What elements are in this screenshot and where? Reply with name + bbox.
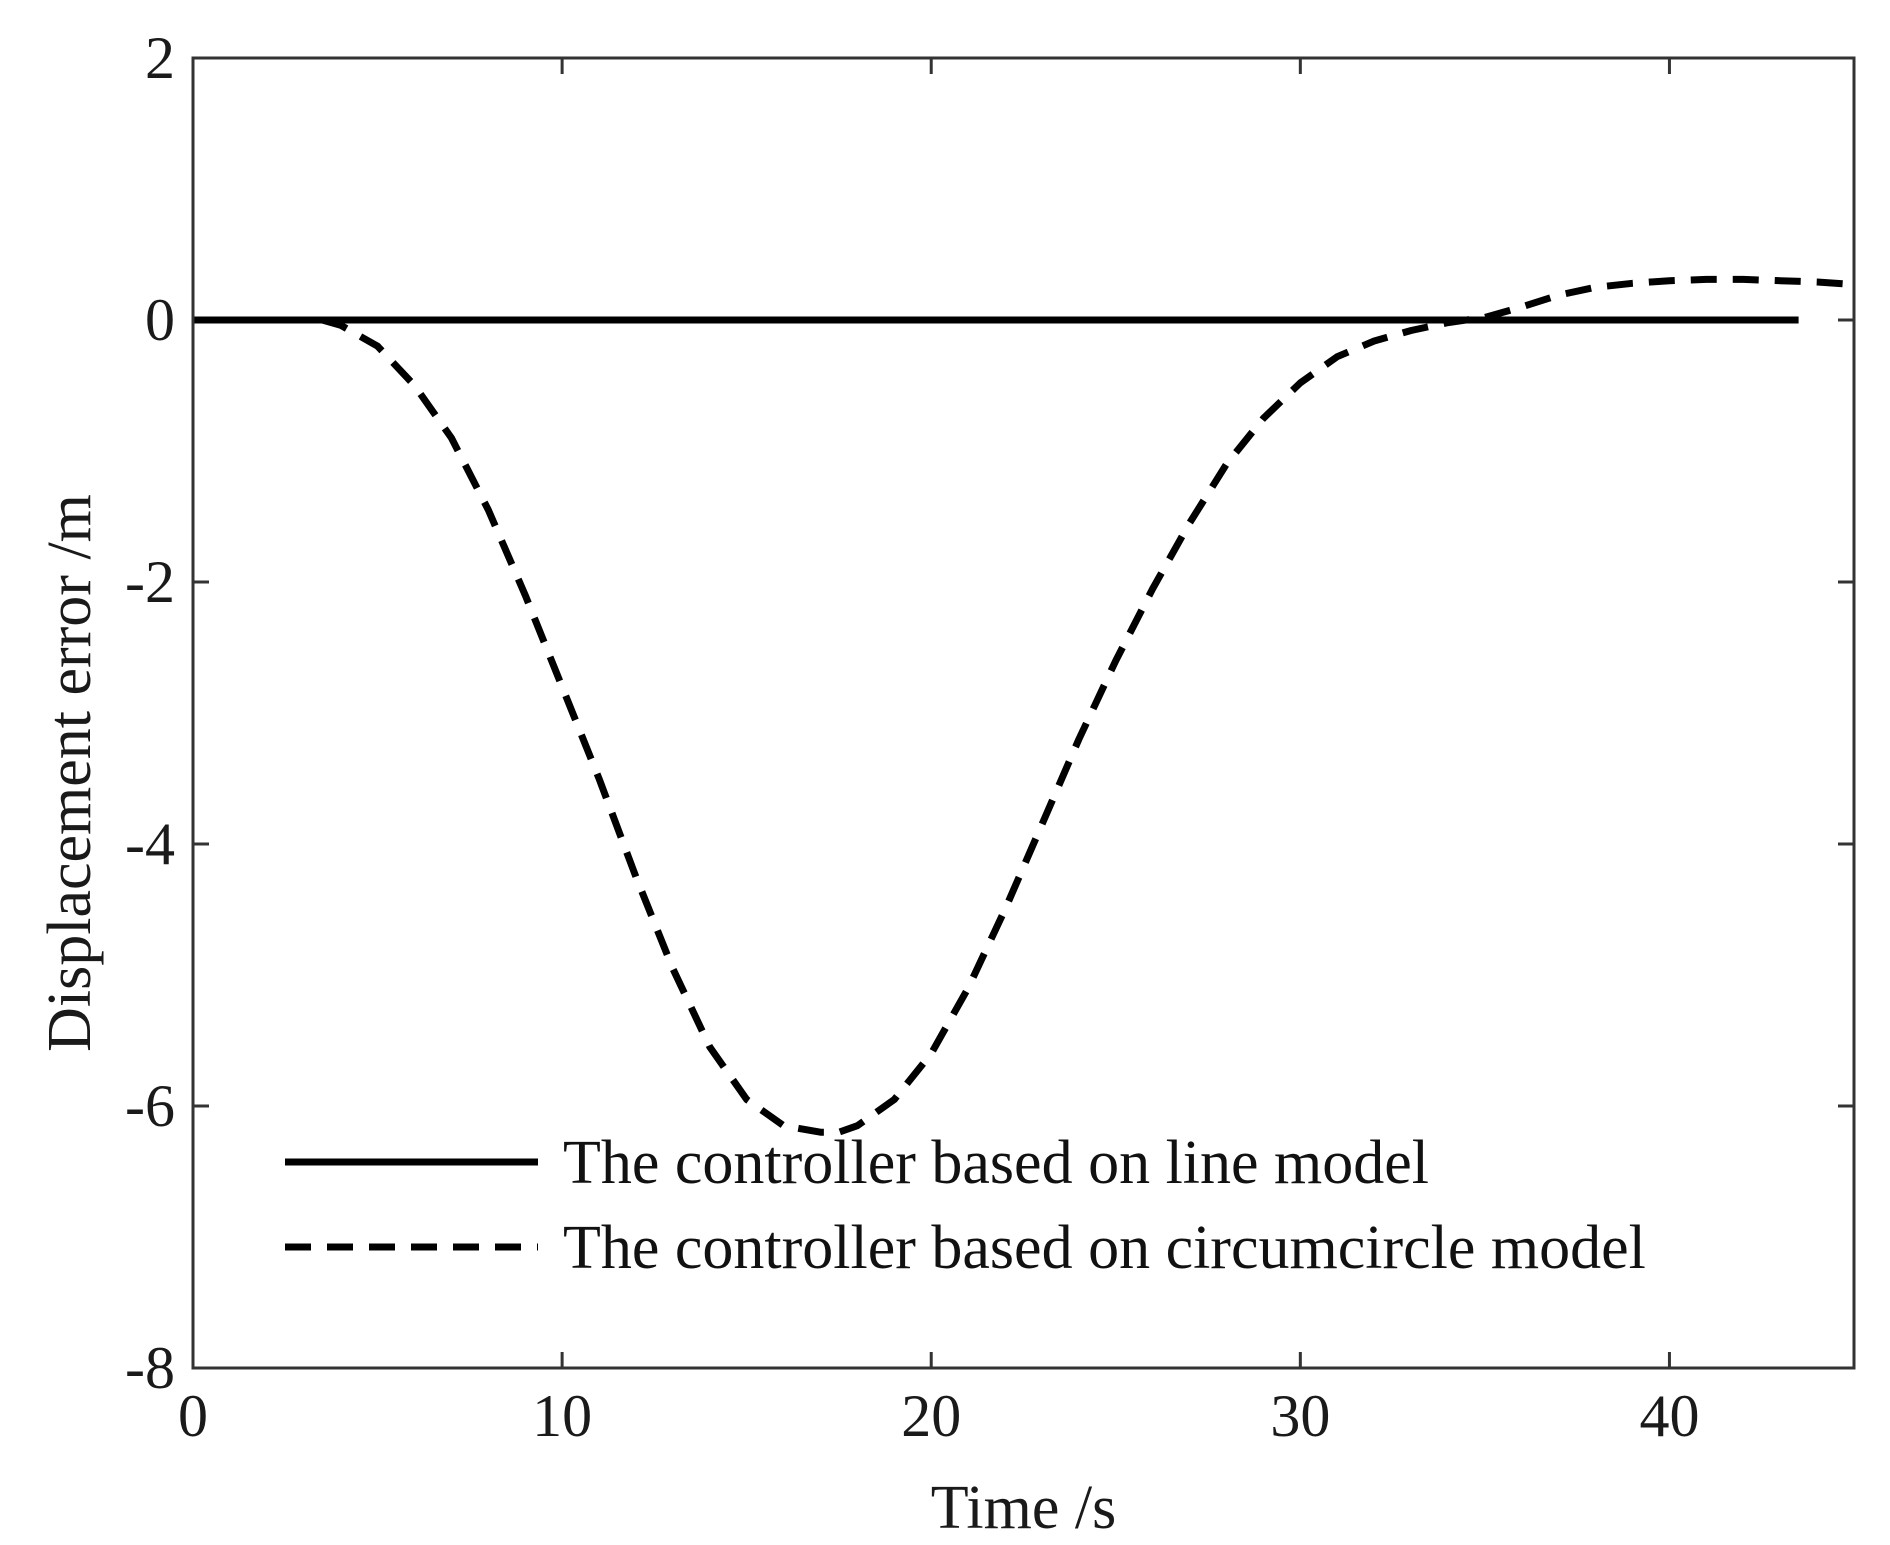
y-tick-label: -4 xyxy=(125,811,175,877)
y-tick-label: 0 xyxy=(145,287,175,353)
y-tick-label: 2 xyxy=(145,25,175,91)
y-tick-labels: 2 0 -2 -4 -6 -8 xyxy=(125,25,175,1401)
series-line-1 xyxy=(321,275,1855,1136)
y-tick-label: -6 xyxy=(125,1073,175,1139)
x-axis-title: Time /s xyxy=(931,1474,1117,1542)
x-tick-label: 30 xyxy=(1270,1383,1330,1449)
y-tick-label: -8 xyxy=(125,1335,175,1401)
x-tick-label: 0 xyxy=(178,1383,208,1449)
legend-label-line-model: The controller based on line model xyxy=(563,1129,1429,1197)
x-tick-label: 20 xyxy=(901,1383,961,1449)
legend-label-circumcircle-model: The controller based on circumcircle mod… xyxy=(563,1214,1646,1282)
x-tick-labels: 0 10 20 30 40 xyxy=(178,1383,1699,1449)
plot-frame xyxy=(191,56,1856,1370)
legend: The controller based on line model The c… xyxy=(285,1129,1646,1282)
series-layer xyxy=(193,275,1855,1136)
y-axis-title: Displacement error /m xyxy=(36,494,104,1052)
x-tick-label: 40 xyxy=(1639,1383,1699,1449)
x-tick-label: 10 xyxy=(532,1383,592,1449)
y-tick-label: -2 xyxy=(125,549,175,615)
